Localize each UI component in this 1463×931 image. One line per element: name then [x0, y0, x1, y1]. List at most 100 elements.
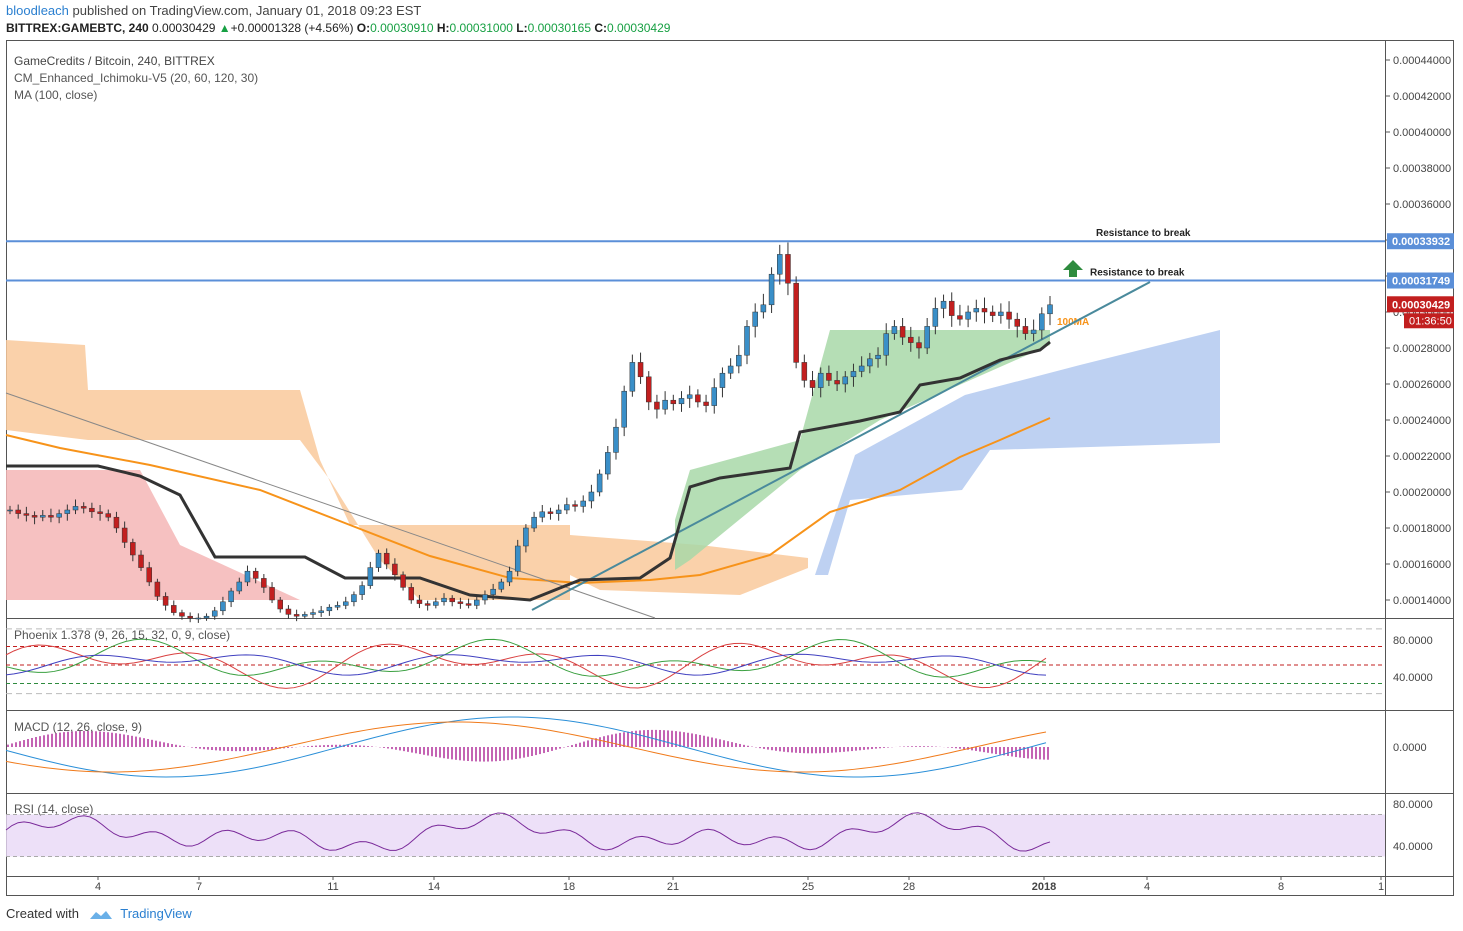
- candle-body: [154, 581, 161, 597]
- rsi-tick-label: 40.0000: [1393, 841, 1433, 853]
- candle-body: [523, 527, 529, 547]
- candle-body: [973, 308, 980, 313]
- countdown-label: 01:36:50: [1409, 315, 1452, 327]
- chart-border: [6, 40, 1454, 896]
- price-label-text: 0.00030429: [1392, 299, 1450, 311]
- candle-body: [187, 615, 193, 619]
- cloud-orange-left: [6, 340, 570, 600]
- phoenix-tick-label: 80.0000: [1393, 635, 1433, 647]
- candle-body: [326, 606, 333, 612]
- candle-body: [605, 452, 611, 475]
- rsi-line: [5, 812, 1051, 852]
- phoenix-pane: 80.0000 40.0000: [5, 628, 1433, 695]
- candle-body: [908, 336, 914, 343]
- phoenix-blue-line: [5, 653, 1047, 676]
- tradingview-link[interactable]: TradingView: [120, 906, 192, 921]
- cloud-blue: [815, 330, 1220, 575]
- price-tick-label: 0.00018000: [1393, 523, 1451, 535]
- candle-body: [916, 342, 922, 349]
- price-tick-label: 0.00014000: [1393, 595, 1451, 607]
- candle-body: [777, 254, 783, 275]
- candle-body: [375, 552, 382, 568]
- main-legend-title: GameCredits / Bitcoin, 240, BITTREX: [14, 54, 215, 68]
- candle-body: [736, 354, 742, 367]
- candle-body: [244, 570, 251, 583]
- ichimoku-legend: CM_Enhanced_Ichimoku-V5 (20, 60, 120, 30…: [14, 71, 258, 85]
- candle-body: [1006, 311, 1012, 320]
- candle-body: [48, 515, 54, 518]
- phoenix-tick-label: 40.0000: [1393, 672, 1433, 684]
- candle-body: [637, 362, 644, 378]
- candle-body: [932, 308, 939, 327]
- price-tick-label: 0.00016000: [1393, 559, 1451, 571]
- candle-body: [334, 605, 341, 608]
- candle-body: [555, 509, 562, 514]
- up-arrow-icon: [1063, 260, 1083, 277]
- candle-body: [424, 603, 431, 606]
- price-tick-label: 0.00040000: [1393, 127, 1451, 139]
- candle-body: [547, 511, 554, 514]
- time-tick-label: 18: [563, 881, 575, 893]
- price-label-text: 0.00033932: [1392, 236, 1450, 248]
- candle-body: [1039, 313, 1045, 331]
- candle-body: [113, 516, 120, 529]
- tradingview-logo-icon: [89, 910, 112, 919]
- price-tick-label: 0.00036000: [1393, 199, 1451, 211]
- candle-body: [318, 610, 324, 613]
- candles-layer: [7, 242, 1053, 623]
- candle-body: [351, 594, 357, 603]
- candle-body: [662, 399, 668, 410]
- candle-body: [965, 311, 971, 320]
- candle-body: [80, 506, 87, 509]
- candle-body: [670, 399, 677, 405]
- cloud-red: [6, 470, 300, 600]
- candle-body: [441, 597, 447, 603]
- rsi-band: [6, 814, 1385, 857]
- candle-body: [785, 254, 791, 284]
- candle-body: [195, 617, 202, 620]
- candle-body: [490, 588, 496, 595]
- candle-body: [506, 570, 513, 583]
- candle-body: [130, 542, 136, 556]
- candle-body: [924, 326, 930, 349]
- ma-legend: MA (100, close): [14, 88, 97, 102]
- candle-body: [711, 387, 718, 406]
- candle-body: [293, 614, 300, 617]
- price-tick-label: 0.00038000: [1393, 163, 1451, 175]
- candle-body: [465, 603, 472, 606]
- candle-body: [1047, 304, 1053, 315]
- candle-body: [719, 372, 726, 388]
- candle-body: [629, 362, 636, 392]
- candle-body: [498, 581, 505, 590]
- time-tick-label: 1: [1378, 881, 1384, 893]
- candle-body: [899, 326, 906, 338]
- candle-body: [97, 511, 103, 514]
- candle-body: [138, 554, 144, 568]
- candle-body: [105, 513, 112, 518]
- candle-body: [457, 601, 464, 604]
- resistance-label: Resistance to break: [1090, 268, 1185, 279]
- macd-legend: MACD (12, 26, close, 9): [14, 720, 142, 734]
- candle-body: [383, 552, 390, 565]
- time-tick-label: 11: [327, 881, 338, 893]
- candle-body: [474, 599, 480, 606]
- candle-body: [817, 372, 824, 388]
- candle-body: [801, 362, 808, 381]
- high-label: H:: [436, 21, 450, 35]
- candle-body: [867, 358, 873, 367]
- candle-body: [580, 500, 586, 507]
- candle-body: [850, 371, 857, 378]
- candle-body: [768, 273, 775, 306]
- candle-body: [981, 308, 988, 313]
- author-link[interactable]: bloodleach: [6, 3, 69, 18]
- time-tick-label: 14: [428, 881, 440, 893]
- uptrend-line: [531, 281, 1151, 611]
- candle-body: [23, 513, 30, 516]
- candle-body: [482, 594, 488, 601]
- candle-body: [752, 311, 758, 327]
- candle-body: [948, 300, 955, 316]
- phoenix-green-line: [5, 638, 1047, 678]
- candle-body: [834, 380, 840, 385]
- candle-body: [252, 570, 259, 579]
